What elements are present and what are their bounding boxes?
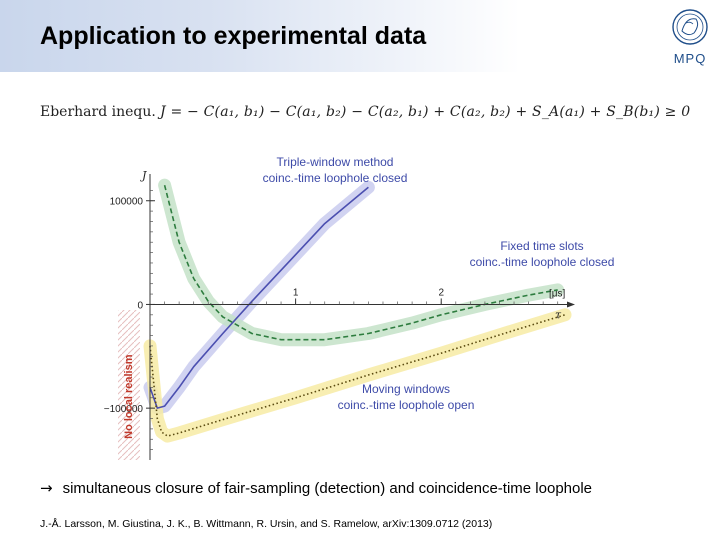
x-axis-unit: [μs] [549,288,566,299]
mpq-logo: MPQ [672,9,708,66]
title-bar [0,0,520,72]
series-2-line [149,314,566,437]
series-1-annotation: Fixed time slots coinc.-time loophole clo… [470,239,615,269]
conclusion-text: simultaneous closure of fair-sampling (d… [62,480,593,497]
annotation-line: coinc.-time loophole closed [470,255,615,269]
slide-title: Application to experimental data [40,22,427,50]
series-2-annotation: Moving windows coinc.-time loophole open [338,382,475,412]
series-1-line [163,185,558,341]
x-tick-label: 2 [438,287,444,298]
y-tick-label: −100000 [104,404,144,415]
conclusion: → simultaneous closure of fair-sampling (… [40,479,592,497]
logo-text: MPQ [674,51,707,66]
no-local-realism-region [118,310,140,460]
x-tick-label: 1 [293,287,299,298]
formula-expression: J = − C(a₁, b₁) − C(a₁, b₂) − C(a₂, b₁) … [160,104,691,120]
x-axis-arrow [567,301,575,308]
annotation-line: Fixed time slots [500,239,583,253]
y-tick-label: 0 [137,300,143,311]
series-0-band [143,180,375,415]
annotation-line: Moving windows [362,382,450,396]
series-0-line [149,186,369,409]
annotation-line: Triple-window method [277,155,394,169]
right-arrow-icon: → [40,479,53,497]
y-axis-label: J [140,169,147,182]
x-axis-label: τ [555,308,562,321]
annotation-line: coinc.-time loophole closed [263,171,408,185]
series-0-annotation: Triple-window method coinc.-time loophole… [263,155,408,185]
formula-label: Eberhard inequ. [40,104,156,120]
j-vs-tau-chart: 100000 0 −100000 1 2 Jτ [μs] No local realism Tr… [104,155,615,460]
citation: J.-Å. Larsson, M. Giustina, J. K., B. Wi… [40,518,493,530]
region-label: No local realism [123,354,135,439]
y-tick-label: 100000 [110,197,144,208]
annotation-line: coinc.-time loophole open [338,398,475,412]
